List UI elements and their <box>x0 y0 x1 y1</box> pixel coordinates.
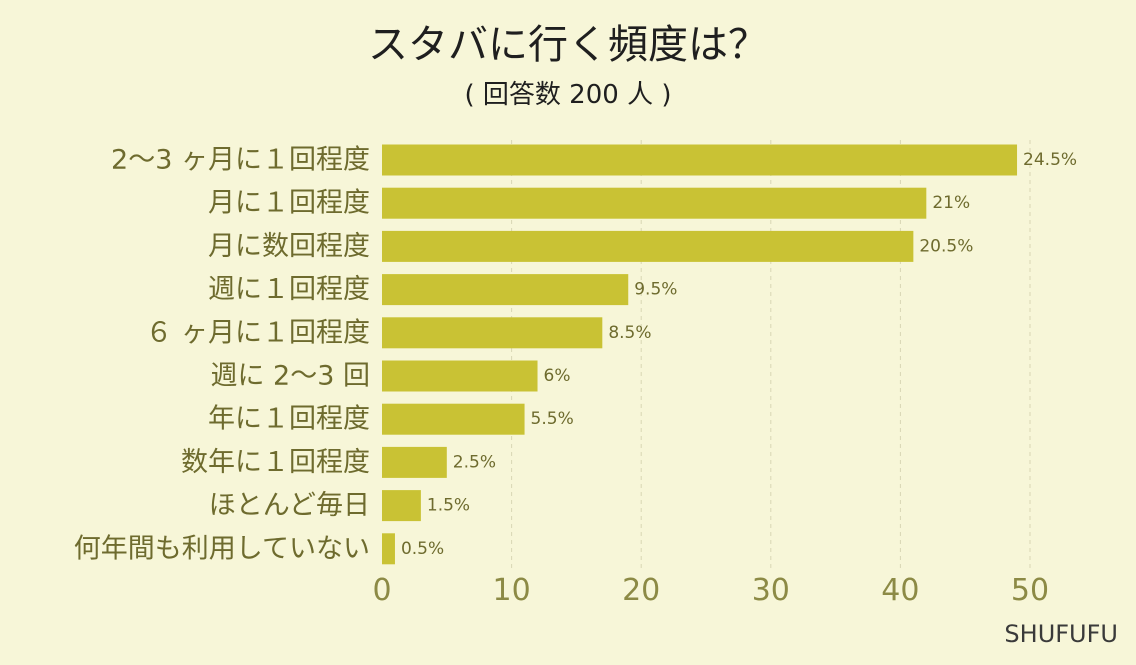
bar <box>382 187 927 219</box>
bar <box>382 446 447 478</box>
x-tick-label: 20 <box>622 573 660 608</box>
bar <box>382 317 603 349</box>
bar <box>382 403 525 435</box>
bar <box>382 230 914 262</box>
x-tick-label: 50 <box>1011 573 1049 608</box>
category-label: 数年に１回程度 <box>181 447 370 478</box>
bar <box>382 360 538 392</box>
category-label: 週に１回程度 <box>208 274 370 305</box>
value-label: 9.5% <box>634 280 677 300</box>
x-tick-label: 0 <box>372 573 391 608</box>
brand-logo-text: SHUFUFU <box>1004 620 1118 648</box>
chart-title: スタバに行く頻度は？ <box>368 22 768 68</box>
category-label: 年に１回程度 <box>208 404 370 435</box>
x-axis-ticks: 0 10 20 30 40 50 <box>372 573 1049 608</box>
x-tick-label: 10 <box>493 573 531 608</box>
value-label: 6% <box>544 366 571 386</box>
category-label: 月に数回程度 <box>208 231 370 262</box>
category-label: ほとんど毎日 <box>209 490 370 521</box>
x-tick-label: 40 <box>881 573 919 608</box>
category-label: 週に 2〜3 回 <box>210 361 370 392</box>
value-label: 21% <box>932 193 970 213</box>
value-label: 24.5% <box>1023 150 1077 170</box>
bar <box>382 144 1018 176</box>
category-label: 2〜3 ヶ月に１回程度 <box>111 145 370 176</box>
bar <box>382 533 395 565</box>
value-labels: 24.5% 21% 20.5% 9.5% 8.5% 6% 5.5% 2.5% 1.5% 0.5% <box>401 150 1077 559</box>
category-label: 何年間も利用していない <box>74 533 370 564</box>
value-label: 0.5% <box>401 539 444 559</box>
value-label: 2.5% <box>453 452 496 472</box>
x-tick-label: 30 <box>752 573 790 608</box>
value-label: 5.5% <box>531 409 574 429</box>
bar <box>382 274 629 306</box>
value-label: 20.5% <box>919 236 973 256</box>
chart-subtitle: ( 回答数 200 人 ) <box>465 80 672 110</box>
bars <box>382 144 1018 565</box>
value-label: 8.5% <box>608 323 651 343</box>
bar <box>382 490 421 522</box>
category-label: 月に１回程度 <box>208 188 370 219</box>
category-label: ６ ヶ月に１回程度 <box>145 317 370 348</box>
value-label: 1.5% <box>427 496 470 516</box>
